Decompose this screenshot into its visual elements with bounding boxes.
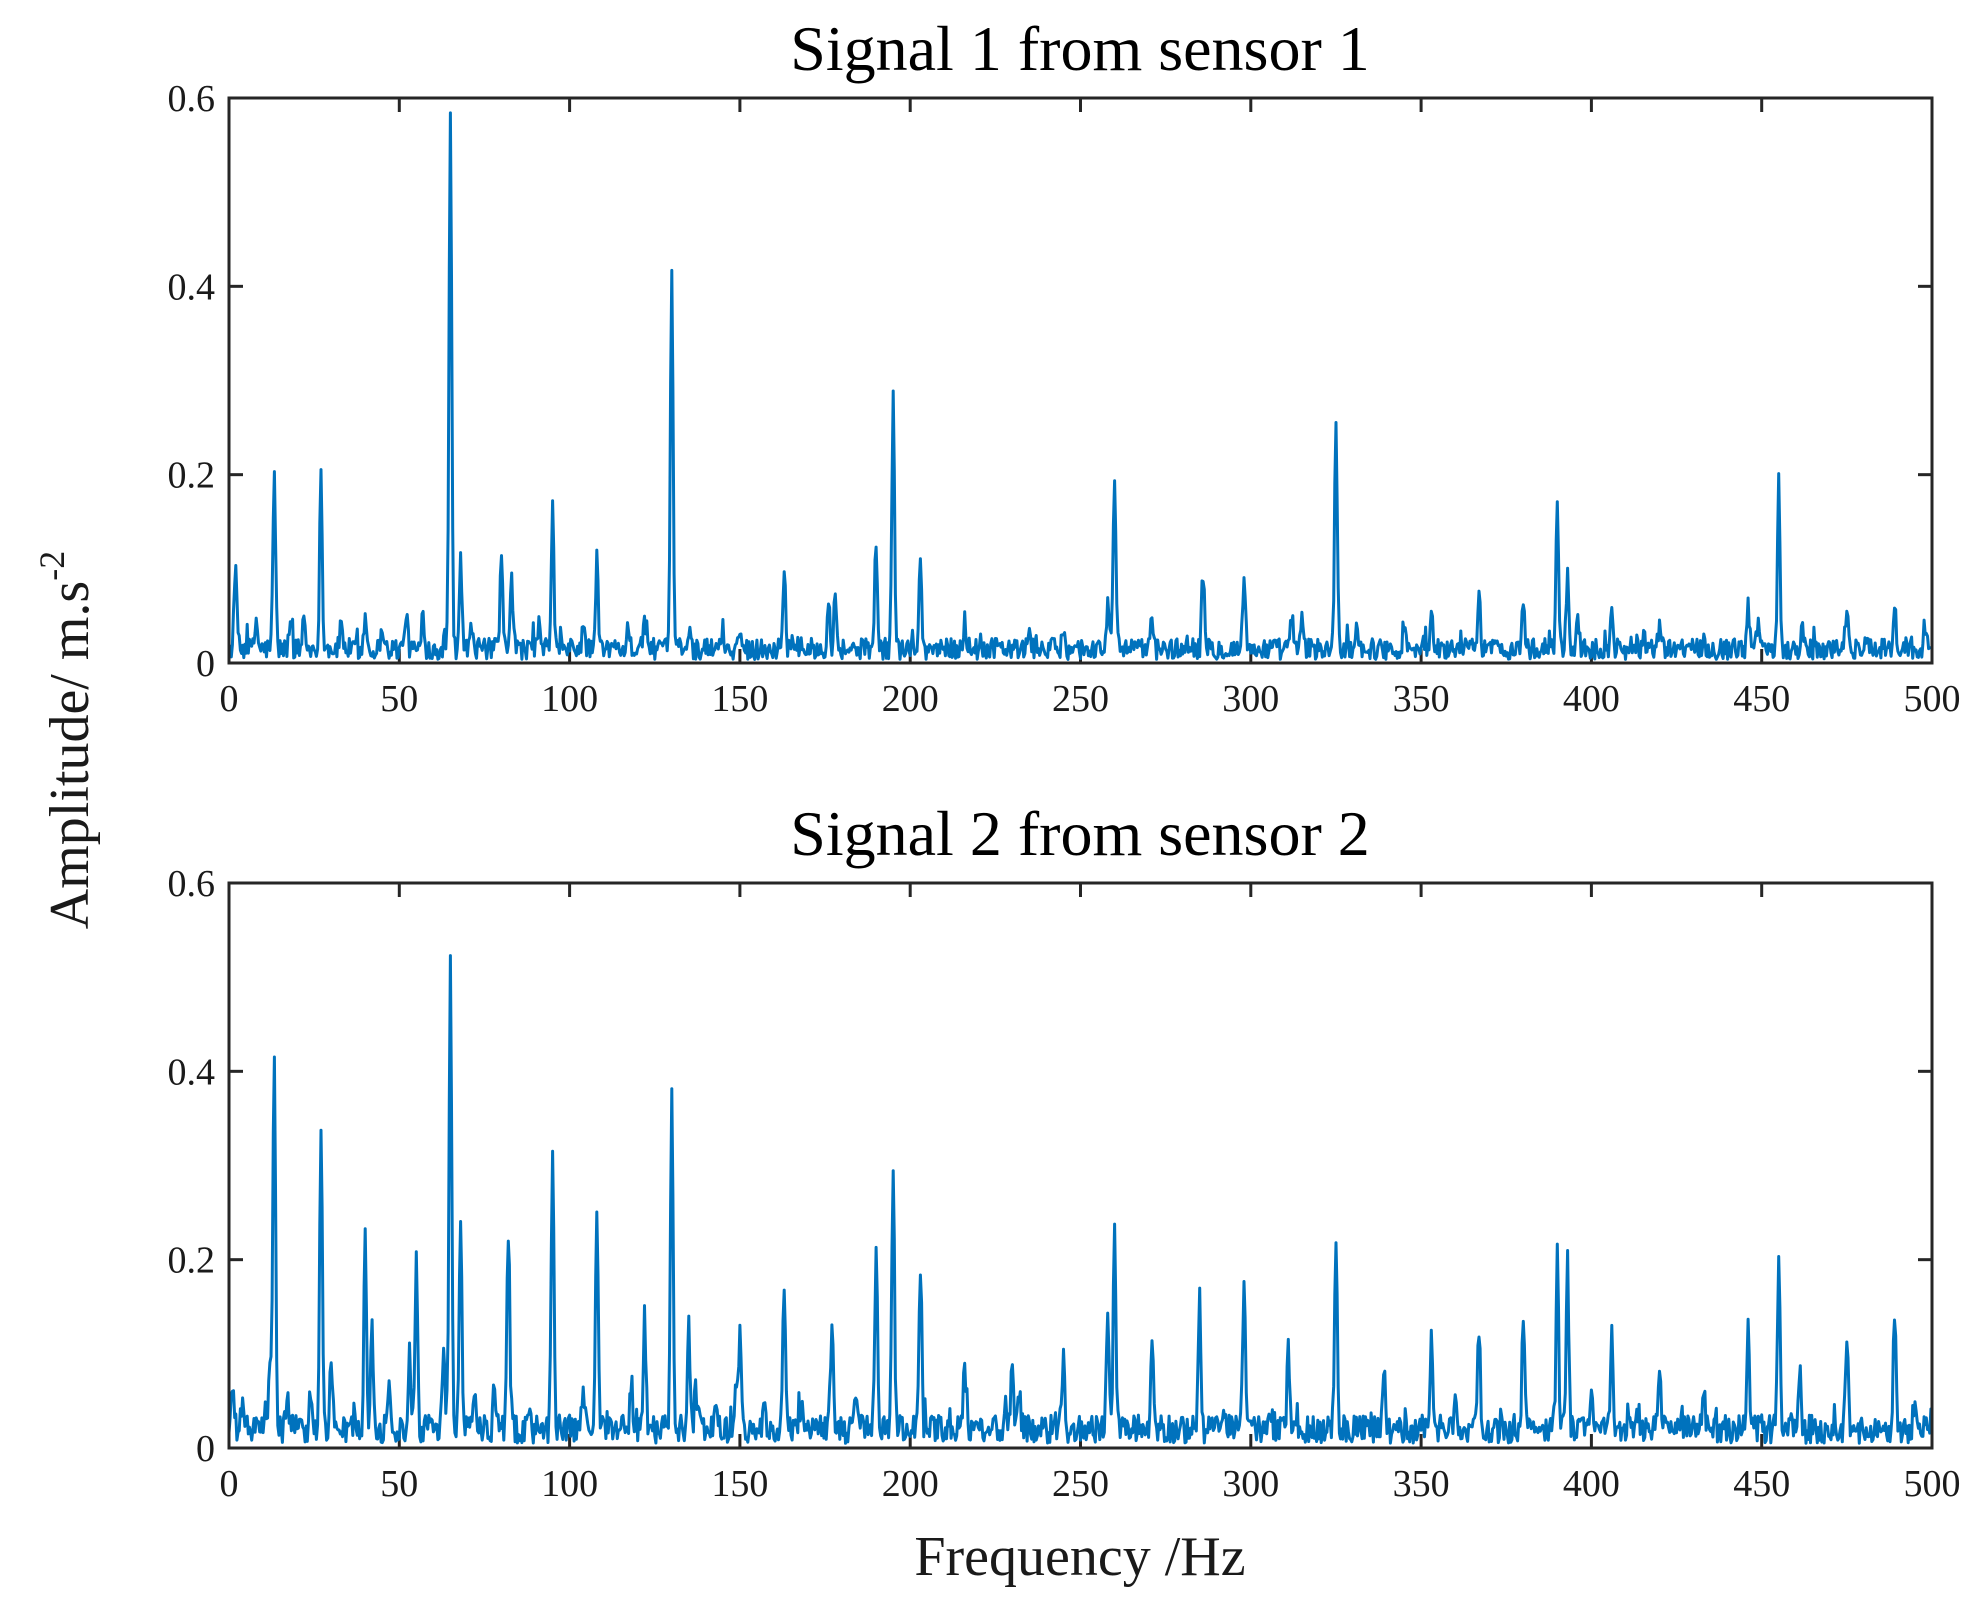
x-tick-label-250: 250 <box>1052 1463 1109 1505</box>
axes-ticks-signal-1: 0 50 100 150 200 250 300 350 400 450 500 0 0.2 0.4 0.6 <box>168 78 1961 720</box>
y-tick-label-0: 0 <box>196 643 215 685</box>
axes-frame-signal-1 <box>227 96 1934 665</box>
x-tick-label-0: 0 <box>220 678 239 720</box>
y-tick-label-0.2: 0.2 <box>168 455 216 497</box>
x-tick-label-50: 50 <box>380 678 418 720</box>
y-axis-label-text: Amplitude/ m.s <box>39 581 101 929</box>
chart-title-signal-2: Signal 2 from sensor 2 <box>790 798 1370 869</box>
x-tick-label-400: 400 <box>1563 678 1620 720</box>
y-tick-label-0.4: 0.4 <box>168 266 216 308</box>
chart-panel-signal-1: Signal 1 from sensor 1 0 50 100 150 200 250 30… <box>168 13 1961 720</box>
axes-frame-signal-2 <box>227 881 1934 1450</box>
y-axis-label-superscript: -2 <box>32 551 72 581</box>
axes-ticks-signal-2: 0 50 100 150 200 250 300 350 400 450 500 0 0.2 0.4 0.6 <box>168 863 1961 1505</box>
x-tick-label-450: 450 <box>1733 678 1790 720</box>
y-axis-label: Amplitude/ m.s-2 <box>32 551 101 929</box>
x-tick-label-350: 350 <box>1393 678 1450 720</box>
x-tick-label-200: 200 <box>882 678 939 720</box>
x-tick-label-450: 450 <box>1733 1463 1790 1505</box>
y-tick-label-0.6: 0.6 <box>168 78 216 120</box>
x-tick-label-100: 100 <box>541 678 598 720</box>
spectrum-line-signal-1 <box>227 111 1933 661</box>
chart-title-signal-1: Signal 1 from sensor 1 <box>790 13 1370 84</box>
y-tick-label-0.2: 0.2 <box>168 1240 216 1282</box>
spectrum-line-signal-2 <box>227 954 1934 1445</box>
x-tick-label-200: 200 <box>882 1463 939 1505</box>
x-tick-label-500: 500 <box>1904 1463 1961 1505</box>
x-tick-label-150: 150 <box>711 678 768 720</box>
x-tick-label-300: 300 <box>1222 1463 1279 1505</box>
x-tick-label-500: 500 <box>1904 678 1961 720</box>
x-tick-label-100: 100 <box>541 1463 598 1505</box>
x-tick-label-350: 350 <box>1393 1463 1450 1505</box>
x-tick-label-300: 300 <box>1222 678 1279 720</box>
x-tick-label-150: 150 <box>711 1463 768 1505</box>
y-tick-label-0.6: 0.6 <box>168 863 216 905</box>
x-tick-label-250: 250 <box>1052 678 1109 720</box>
x-tick-label-50: 50 <box>380 1463 418 1505</box>
x-tick-label-400: 400 <box>1563 1463 1620 1505</box>
y-tick-label-0.4: 0.4 <box>168 1051 216 1093</box>
x-axis-label: Frequency /Hz <box>914 1526 1245 1588</box>
x-tick-label-0: 0 <box>220 1463 239 1505</box>
chart-panel-signal-2: Signal 2 from sensor 2 0 50 100 150 200 250 30… <box>168 798 1961 1505</box>
y-tick-label-0: 0 <box>196 1428 215 1470</box>
